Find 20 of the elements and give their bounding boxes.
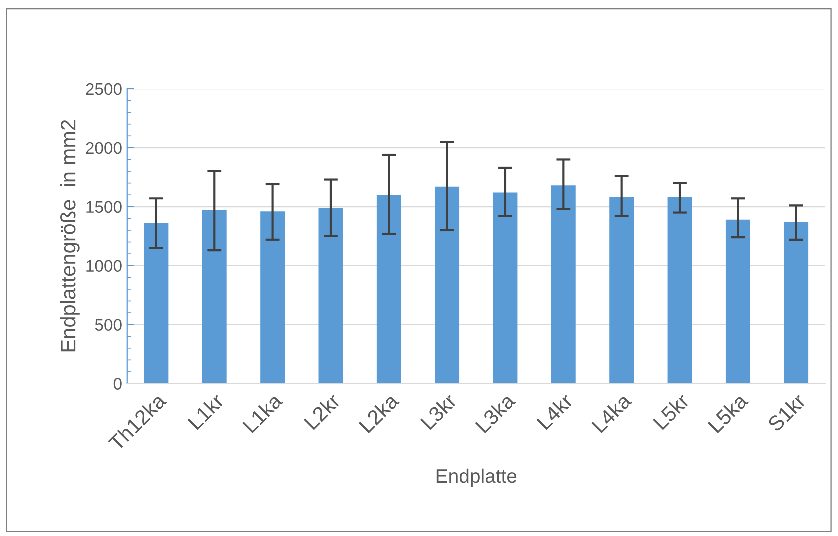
- x-axis-title: Endplatte: [436, 468, 517, 487]
- y-tick-label: 0: [114, 378, 122, 390]
- y-tick-label: 1000: [86, 260, 122, 272]
- y-tick-label: 2500: [86, 83, 122, 96]
- y-axis-title: Endplattengröße in mm2: [60, 120, 80, 352]
- y-tick-label: 1500: [86, 201, 122, 214]
- bar: [260, 212, 286, 384]
- bar: [726, 220, 750, 384]
- bar: [318, 208, 344, 384]
- bar: [784, 222, 809, 384]
- bar: [610, 197, 634, 384]
- y-tick-label: 2000: [86, 142, 122, 154]
- bar: [493, 192, 518, 384]
- bar: [551, 186, 576, 384]
- bar: [376, 195, 402, 384]
- bar: [144, 223, 169, 384]
- bar: [202, 210, 227, 384]
- bar: [668, 197, 692, 384]
- bar: [435, 186, 460, 384]
- y-tick-label: 500: [95, 319, 122, 332]
